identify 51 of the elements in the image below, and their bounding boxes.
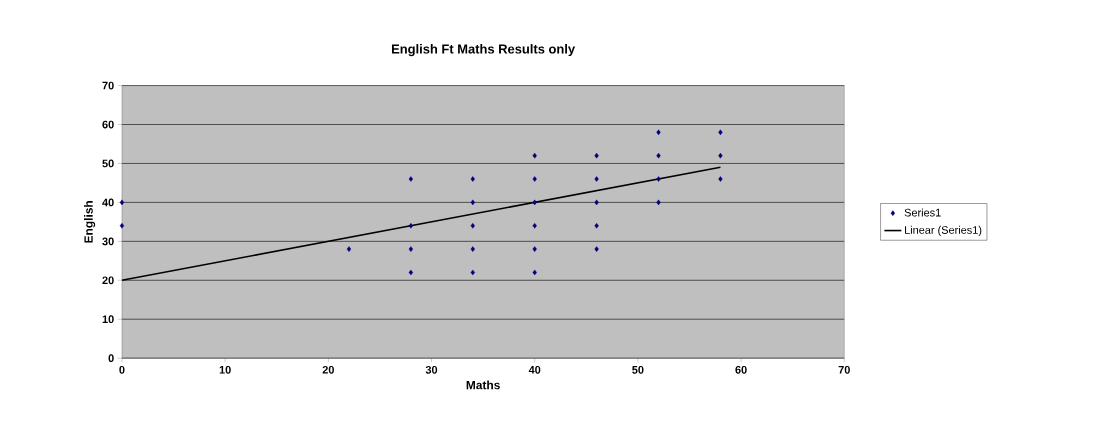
x-tick-label: 0 (119, 366, 125, 374)
point (532, 152, 537, 159)
point (346, 246, 352, 253)
y-tick-label: 30 (102, 237, 114, 246)
point (656, 152, 661, 159)
point (408, 269, 414, 276)
point (718, 176, 723, 182)
point (594, 246, 599, 253)
chart-title: English Ft Maths Results only (391, 44, 576, 57)
y-tick-label: 20 (102, 276, 114, 285)
point (408, 246, 414, 253)
point (532, 199, 537, 206)
point (408, 176, 414, 182)
point (718, 129, 723, 136)
point (532, 269, 537, 276)
x-tick-label: 70 (838, 366, 850, 374)
point (408, 223, 414, 229)
point (119, 223, 125, 229)
point (656, 199, 661, 206)
legend-label: Linear (Series1) (905, 225, 982, 237)
point (594, 199, 599, 206)
point (594, 176, 599, 182)
point (656, 129, 661, 136)
point (594, 223, 599, 229)
point (656, 176, 661, 182)
x-tick-label: 40 (528, 366, 541, 374)
point (594, 152, 599, 159)
point (470, 176, 475, 182)
y-tick-label: 60 (102, 120, 114, 129)
y-tick-label: 10 (102, 315, 114, 324)
x-tick-label: 10 (219, 366, 231, 374)
point (718, 152, 723, 159)
x-tick-label: 60 (735, 366, 747, 374)
point (532, 223, 537, 229)
x-tick-label: 50 (632, 366, 644, 374)
point (470, 246, 475, 253)
y-axis-title: English (84, 201, 96, 243)
point (470, 223, 475, 229)
point (119, 199, 125, 206)
point (532, 176, 537, 182)
y-tick-label: 0 (108, 354, 114, 363)
point (470, 269, 475, 276)
x-axis-title: Maths (466, 380, 500, 390)
point (470, 199, 475, 206)
y-tick-label: 40 (102, 198, 114, 207)
point (532, 246, 537, 253)
x-tick-label: 20 (322, 366, 334, 374)
y-tick-label: 70 (102, 81, 114, 90)
y-tick-label: 50 (102, 159, 114, 168)
x-tick-label: 30 (425, 366, 438, 374)
legend-label: Series1 (904, 208, 941, 217)
